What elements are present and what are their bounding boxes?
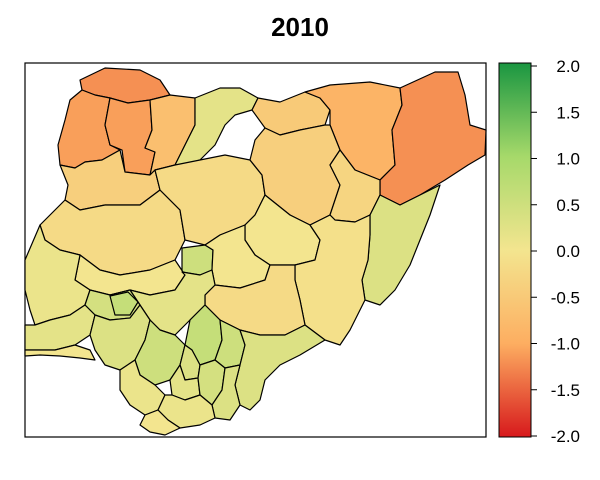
legend-tick-label: -1.0 (551, 335, 580, 354)
legend-tick-label: -2.0 (551, 427, 580, 446)
map-title: 2010 (271, 12, 329, 42)
legend-tick-label: 1.5 (556, 103, 580, 122)
legend-tick-label: 0.0 (556, 242, 580, 261)
region-bayelsa[interactable] (139, 409, 181, 436)
legend-tick-label: 1.0 (556, 150, 580, 169)
region-borno[interactable] (379, 71, 487, 206)
legend-tick-label: -0.5 (551, 288, 580, 307)
legend-tick-label: -1.5 (551, 381, 580, 400)
legend-tick-label: 2.0 (556, 57, 580, 76)
region-cross-river[interactable] (234, 324, 326, 411)
regions-layer (24, 67, 487, 436)
legend-tick-label: 0.5 (556, 196, 580, 215)
region-ekiti[interactable] (109, 291, 139, 316)
region-fct[interactable] (181, 244, 214, 276)
legend-ticks: 2.0 1.5 1.0 0.5 0.0 -0.5 -1.0 -1.5 -2.0 (531, 57, 580, 446)
map-frame (24, 62, 487, 438)
region-jigawa[interactable] (174, 87, 259, 166)
region-lagos[interactable] (24, 344, 96, 361)
legend-colorbar (498, 62, 532, 438)
